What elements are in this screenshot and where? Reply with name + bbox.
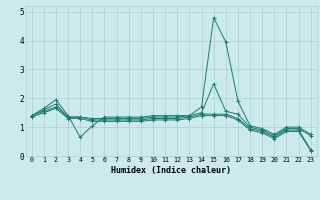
X-axis label: Humidex (Indice chaleur): Humidex (Indice chaleur): [111, 166, 231, 175]
